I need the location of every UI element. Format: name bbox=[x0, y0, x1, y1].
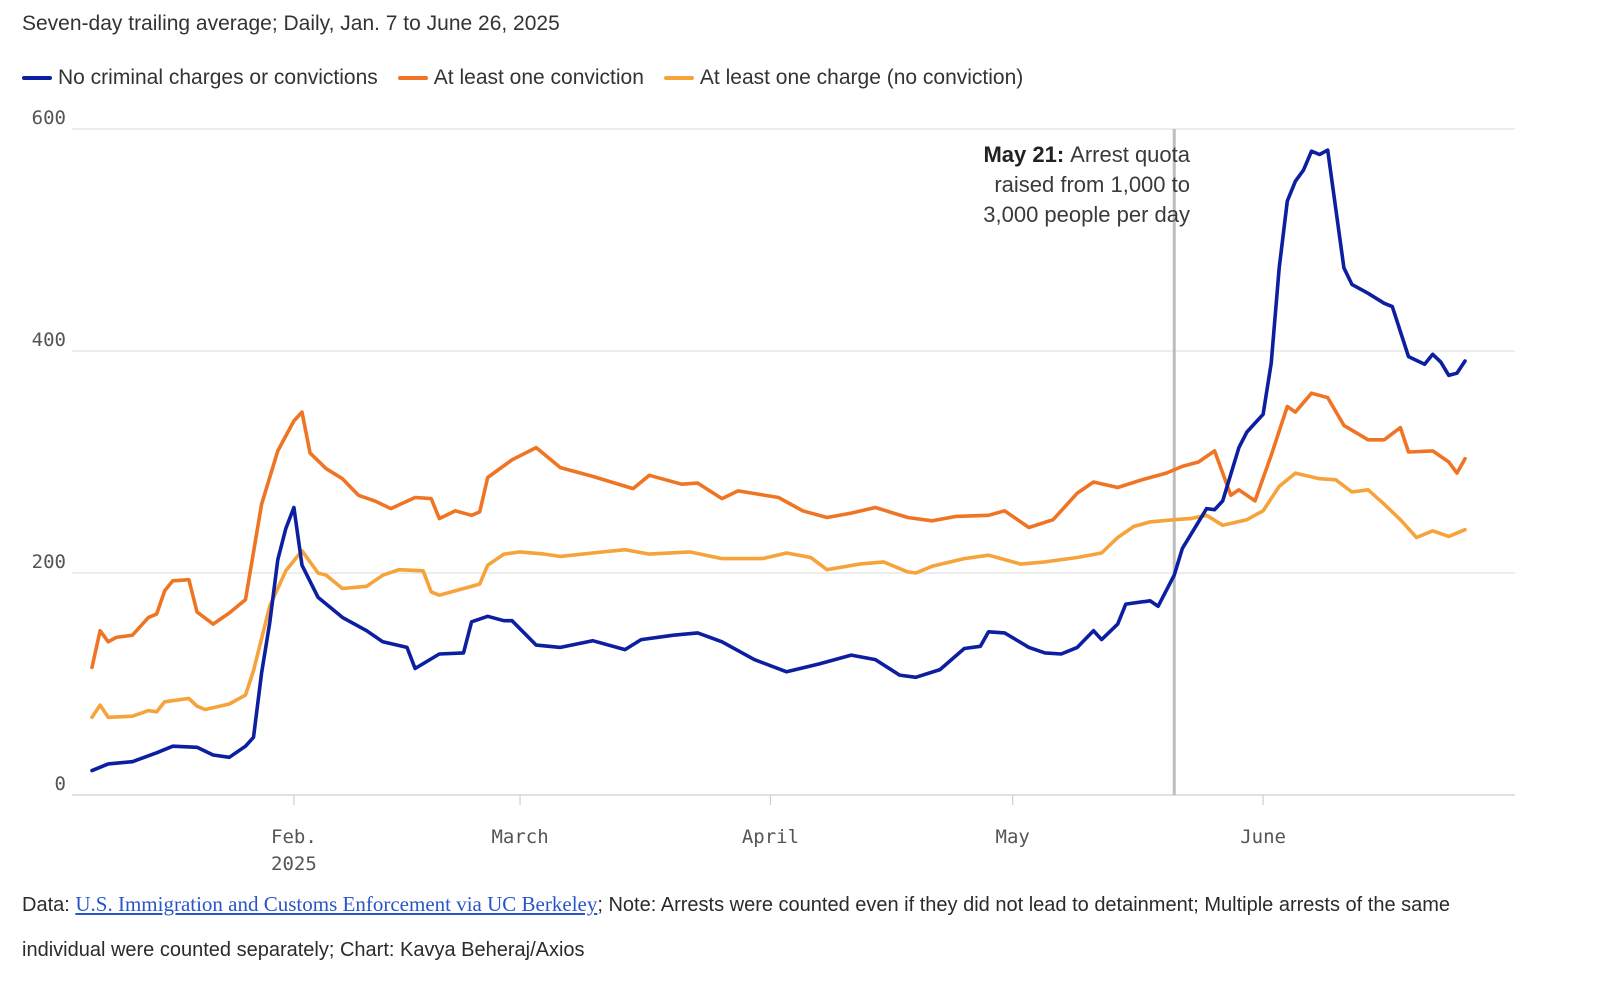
y-tick-label-400: 400 bbox=[32, 329, 66, 351]
legend-label-no-criminal: No criminal charges or convictions bbox=[58, 66, 378, 89]
annotation-line-2: raised from 1,000 to bbox=[994, 172, 1190, 197]
source-link[interactable]: U.S. Immigration and Customs Enforcement… bbox=[75, 892, 598, 916]
annotation-text-1: Arrest quota bbox=[1070, 142, 1191, 167]
source-note-text: ; Note: Arrests were counted even if the… bbox=[22, 894, 1451, 961]
source-note: Data: U.S. Immigration and Customs Enfor… bbox=[22, 882, 1522, 973]
annotation: May 21: Arrest quota raised from 1,000 to… bbox=[983, 142, 1190, 227]
legend-swatch-no-criminal bbox=[22, 76, 52, 80]
x-tick-label-may: May bbox=[996, 826, 1030, 848]
legend-swatch-charge bbox=[663, 76, 694, 80]
series-line-1 bbox=[90, 391, 1467, 670]
legend-swatch-conviction bbox=[397, 76, 428, 80]
y-tick-label-0: 0 bbox=[55, 773, 66, 795]
chart-subtitle: Seven-day trailing average; Daily, Jan. … bbox=[22, 12, 560, 35]
source-prefix: Data: bbox=[22, 894, 76, 916]
annotation-date: May 21: bbox=[983, 142, 1064, 167]
legend-item-no-criminal: No criminal charges or convictions bbox=[22, 66, 378, 90]
x-tick-label-june: June bbox=[1240, 826, 1286, 848]
chart-legend: No criminal charges or convictions At le… bbox=[22, 66, 1043, 90]
grid-layer bbox=[72, 128, 1515, 805]
y-tick-label-600: 600 bbox=[32, 107, 66, 129]
series-line-0 bbox=[90, 148, 1467, 773]
tick-layer: 0 200 400 600 Feb. 2025 March April May June bbox=[32, 107, 1286, 875]
x-tick-label-march: March bbox=[491, 826, 548, 848]
legend-item-charge: At least one charge (no conviction) bbox=[663, 66, 1024, 90]
legend-item-conviction: At least one conviction bbox=[397, 66, 644, 90]
y-tick-label-200: 200 bbox=[32, 551, 66, 573]
annotation-line-1: May 21: Arrest quota bbox=[983, 142, 1190, 167]
series-layer bbox=[90, 148, 1467, 773]
x-tick-label-april: April bbox=[742, 826, 799, 848]
x-tick-sublabel-year: 2025 bbox=[271, 853, 317, 875]
x-tick-label-feb: Feb. bbox=[271, 826, 317, 848]
annotation-line-3: 3,000 people per day bbox=[983, 202, 1190, 227]
legend-label-charge: At least one charge (no conviction) bbox=[699, 66, 1024, 89]
line-chart: 0 200 400 600 Feb. 2025 March April May June May … bbox=[32, 107, 1515, 875]
legend-label-conviction: At least one conviction bbox=[433, 66, 644, 89]
series-line-2 bbox=[90, 471, 1467, 720]
